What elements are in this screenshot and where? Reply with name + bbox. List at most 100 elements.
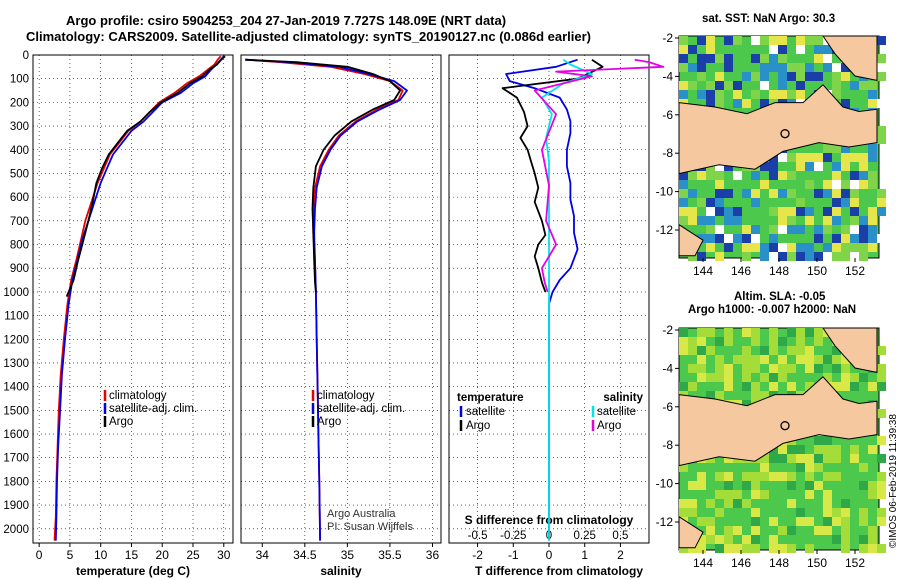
y-tick-label: 1700 [3,453,29,465]
map-cell [859,216,868,225]
map-cell [760,72,769,81]
x-tick-label: 35.5 [378,548,402,562]
map-cell [823,526,832,535]
map-cell [724,337,733,346]
map-cell [715,189,724,198]
map-cell [787,472,796,481]
map-x-tick-label: 152 [845,264,865,278]
y-tick-label: 200 [10,97,29,109]
series-line-argo-salinity [533,58,665,293]
legend-label: Argo [109,416,133,428]
map-cell [688,171,697,180]
map-cell [814,364,823,373]
map-cell [760,472,769,481]
map-cell [832,243,841,252]
map-cell [832,180,841,189]
map-cell [706,90,715,99]
map-cell [751,36,760,45]
map-cell [832,445,841,454]
map-cell [688,364,697,373]
map-cell [697,364,706,373]
map-cell [760,99,769,108]
map-cell [706,328,715,337]
map-cell [715,490,724,499]
map-cell [859,81,868,90]
map-cell [724,373,733,382]
map-cell [877,490,886,499]
map-cell [733,234,742,243]
map-cell [841,225,850,234]
argo-location-marker [780,129,790,139]
map-cell [823,225,832,234]
map-y-tick-label: -4 [662,361,673,375]
map-cell [724,544,733,553]
map-cell [751,171,760,180]
map-cell [841,198,850,207]
map-1 [675,35,886,262]
map-cell [688,508,697,517]
map-cell [688,216,697,225]
legend-title-salinity: salinity [603,392,643,404]
map-cell [679,180,688,189]
map-cell [679,63,688,72]
map-cell [832,364,841,373]
y-tick-label: 1100 [4,311,29,323]
map-cell [823,445,832,454]
map-cell [778,445,787,454]
map-cell [715,472,724,481]
map-cell [751,517,760,526]
map-cell [751,234,760,243]
map-cell [841,99,850,108]
map-cell [715,207,724,216]
map-cell [877,472,886,481]
map-cell [805,180,814,189]
sst-map-title: sat. SST: NaN Argo: 30.3 [702,13,836,25]
map-cell [697,72,706,81]
land-new-britain [822,35,878,82]
y-tick-label: 1600 [3,429,29,441]
map-cell [868,526,877,535]
x-axis-label: temperature (deg C) [76,564,190,578]
map-cell [679,382,688,391]
map-cell [688,544,697,553]
map-cell [751,508,760,517]
map-cell [805,328,814,337]
x-tick-label: 0 [546,548,553,562]
map-cell [751,544,760,553]
map-cell [868,243,877,252]
map-cell [877,198,886,207]
map-cell [877,63,886,72]
map-cell [724,490,733,499]
x-tick-label: 30 [217,548,231,562]
map-cell [850,81,859,90]
map-cell [868,225,877,234]
map-cell [679,216,688,225]
x-tick-label: -1 [508,548,519,562]
map-cell [688,499,697,508]
map-cell [733,81,742,90]
y-tick-label: 0 [23,50,29,62]
map-cell [706,499,715,508]
map-cell [733,544,742,553]
x-tick-label: 2 [617,548,624,562]
map-cell [778,337,787,346]
map-cell [715,535,724,544]
map-cell [778,364,787,373]
map-cell [805,36,814,45]
map-cell [877,436,886,445]
map-cell [715,373,724,382]
map-cell [868,144,877,153]
map-cell [796,445,805,454]
map-cell [805,490,814,499]
map-cell [742,481,751,490]
map-cell [769,171,778,180]
map-cell [778,189,787,198]
map-cell [796,463,805,472]
map-cell [796,346,805,355]
map-cell [877,481,886,490]
map-cell [832,171,841,180]
map-cell [787,454,796,463]
map-cell [823,517,832,526]
y-tick-label: 100 [10,74,29,86]
